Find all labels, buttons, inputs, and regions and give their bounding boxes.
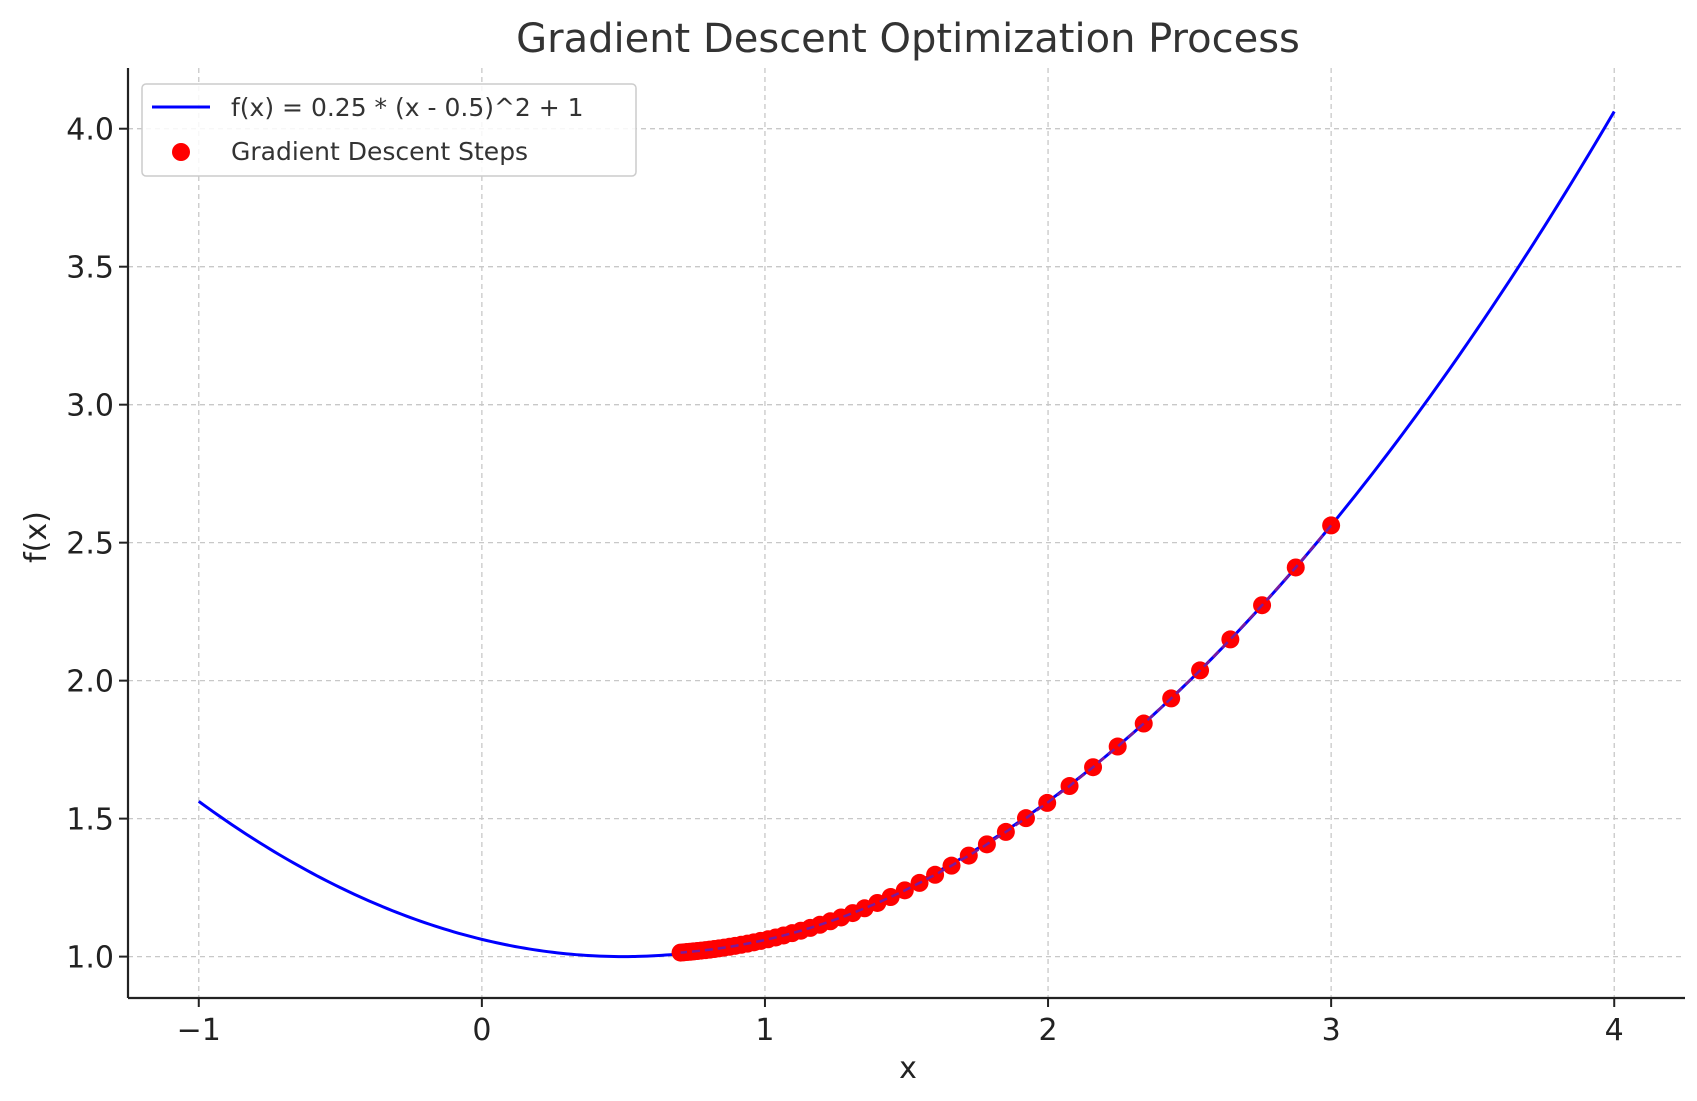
gradient-step-point [1038, 793, 1057, 812]
legend: f(x) = 0.25 * (x - 0.5)^2 + 1 Gradient D… [141, 83, 637, 177]
axes: −1 0 1 2 3 4 1.0 1.5 2.0 2.5 3.0 3.5 4.0 [66, 68, 1685, 1048]
x-tick-label: 4 [1605, 1013, 1624, 1048]
legend-scatter-swatch [172, 143, 190, 161]
x-tick-label: 1 [755, 1013, 774, 1048]
y-tick-label: 3.0 [66, 389, 114, 424]
x-tick-label: 2 [1038, 1013, 1057, 1048]
legend-box [141, 83, 637, 177]
legend-entry-function: f(x) = 0.25 * (x - 0.5)^2 + 1 [231, 93, 584, 122]
y-tick-label: 1.0 [66, 941, 114, 976]
x-tick-label: −1 [177, 1013, 221, 1048]
legend-entry-steps: Gradient Descent Steps [231, 137, 528, 166]
y-tick-label: 3.5 [66, 251, 114, 286]
x-tick-label: 3 [1322, 1013, 1341, 1048]
y-tick-label: 4.0 [66, 113, 114, 148]
plot-area [197, 110, 1616, 962]
y-tick-label: 2.5 [66, 527, 114, 562]
chart-title: Gradient Descent Optimization Process [516, 16, 1300, 62]
y-axis-label: f(x) [19, 511, 54, 563]
x-axis-label: x [899, 1051, 917, 1086]
y-tick-label: 1.5 [66, 803, 114, 838]
gradient-step-point [959, 846, 978, 865]
gradient-step-point [1016, 809, 1035, 828]
y-tick-label: 2.0 [66, 665, 114, 700]
gradient-step-path [680, 524, 1333, 954]
x-tick-label: 0 [472, 1013, 491, 1048]
gradient-step-point [926, 865, 945, 884]
